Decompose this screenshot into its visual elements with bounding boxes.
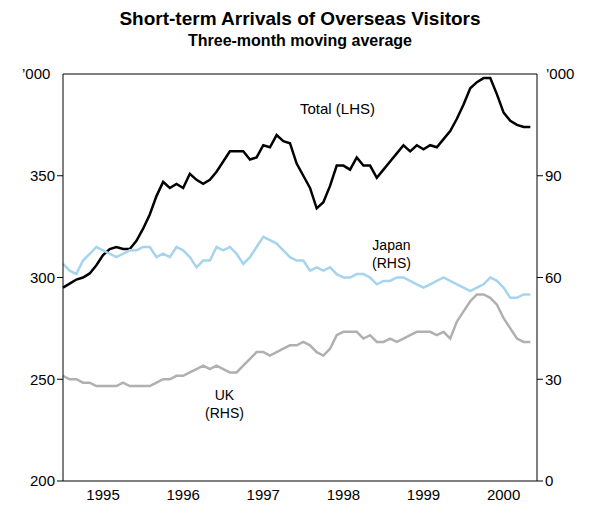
svg-text:250: 250 <box>30 371 55 388</box>
svg-text:90: 90 <box>545 167 562 184</box>
svg-text:0: 0 <box>545 472 553 489</box>
html-text:UK: UK <box>214 387 235 403</box>
html-text:(RHS): (RHS) <box>205 405 244 421</box>
html-text:(RHS): (RHS) <box>372 255 411 271</box>
html-text:Three-month moving average: Three-month moving average <box>188 32 412 49</box>
svg-text:200: 200 <box>30 472 55 489</box>
svg-text:2000: 2000 <box>487 486 520 503</box>
svg-text:350: 350 <box>30 167 55 184</box>
svg-text:300: 300 <box>30 269 55 286</box>
html-text:Short-term Arrivals of Oversea: Short-term Arrivals of Overseas Visitors <box>119 8 481 29</box>
svg-text:1999: 1999 <box>407 486 440 503</box>
svg-text:1995: 1995 <box>86 486 119 503</box>
svg-text:60: 60 <box>545 269 562 286</box>
svg-text:1998: 1998 <box>327 486 360 503</box>
html-text:Total (LHS): Total (LHS) <box>300 100 375 117</box>
svg-text:30: 30 <box>545 371 562 388</box>
html-text:Japan: Japan <box>372 237 411 253</box>
html-text:’000: ’000 <box>22 65 51 82</box>
svg-text:1997: 1997 <box>247 486 280 503</box>
svg-text:1996: 1996 <box>166 486 199 503</box>
html-text:’000: ’000 <box>546 65 575 82</box>
